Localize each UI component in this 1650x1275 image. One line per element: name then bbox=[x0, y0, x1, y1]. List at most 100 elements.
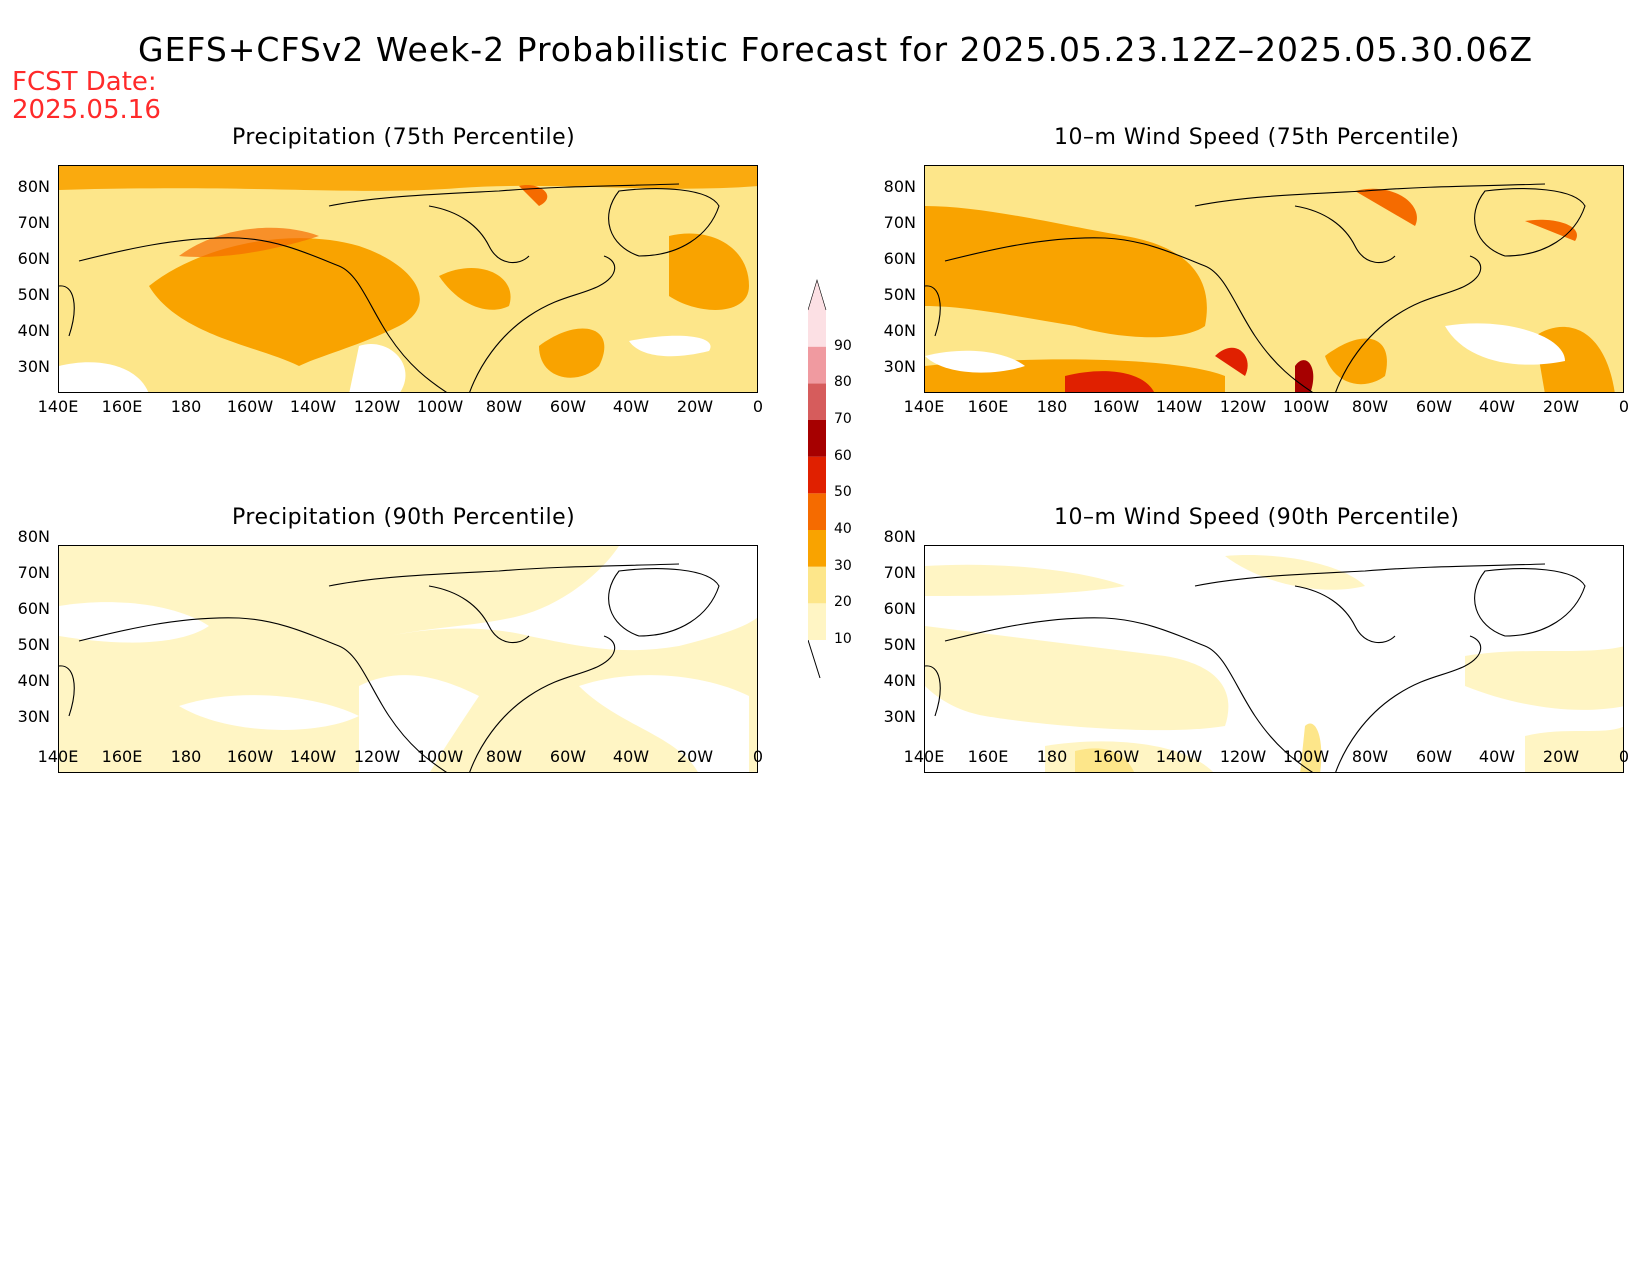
lon-label: 0 bbox=[1618, 397, 1630, 416]
lon-label: 140W bbox=[289, 747, 337, 766]
lon-label: 100W bbox=[1282, 747, 1330, 766]
forecast-date-value: 2025.05.16 bbox=[12, 95, 161, 125]
lon-label: 160E bbox=[967, 397, 1009, 416]
colorbar-tail bbox=[808, 639, 821, 679]
lon-label: 80W bbox=[485, 397, 523, 416]
lon-label: 140E bbox=[37, 397, 79, 416]
lon-label: 140W bbox=[1155, 747, 1203, 766]
colorbar-label: 50 bbox=[834, 484, 852, 501]
lon-label: 140E bbox=[37, 747, 79, 766]
forecast-date-label: FCST Date: bbox=[12, 67, 157, 97]
lon-label: 100W bbox=[416, 747, 464, 766]
lon-label: 20W bbox=[1542, 397, 1580, 416]
lat-label: 80N bbox=[17, 177, 50, 196]
colorbar-swatch bbox=[808, 493, 826, 530]
map-precip-75 bbox=[58, 165, 758, 393]
lon-label: 40W bbox=[612, 397, 650, 416]
lon-label: 160W bbox=[226, 747, 274, 766]
forecast-date: FCST Date: 2025.05.16 bbox=[12, 68, 161, 124]
lon-label: 180 bbox=[170, 747, 202, 766]
lon-label: 160E bbox=[101, 397, 143, 416]
lat-label: 60N bbox=[883, 599, 916, 618]
lon-label: 20W bbox=[676, 397, 714, 416]
panel-title: 10–m Wind Speed (75th Percentile) bbox=[1054, 125, 1460, 150]
panel-wind-90: 10–m Wind Speed (90th Percentile) 80N 70… bbox=[866, 505, 1629, 805]
lon-label: 140E bbox=[903, 747, 945, 766]
lat-label: 40N bbox=[17, 321, 50, 340]
colorbar-label: 10 bbox=[834, 631, 852, 647]
map-wind-90 bbox=[924, 545, 1624, 773]
lon-label: 160E bbox=[101, 747, 143, 766]
lat-label: 70N bbox=[17, 213, 50, 232]
lon-label: 60W bbox=[549, 397, 587, 416]
colorbar-swatch bbox=[808, 566, 826, 604]
colorbar-label: 90 bbox=[834, 337, 852, 354]
lat-label: 50N bbox=[17, 285, 50, 304]
map-wind-75 bbox=[924, 165, 1624, 393]
panel-precip-90: Precipitation (90th Percentile) 80N 70N … bbox=[0, 505, 763, 805]
lon-label: 100W bbox=[1282, 397, 1330, 416]
lon-label: 80W bbox=[1351, 397, 1389, 416]
lon-label: 40W bbox=[1478, 397, 1516, 416]
colorbar-label: 70 bbox=[834, 411, 852, 427]
colorbar-swatch bbox=[808, 603, 826, 640]
lat-label: 60N bbox=[883, 249, 916, 268]
lon-label: 180 bbox=[1036, 397, 1068, 416]
panel-title: Precipitation (90th Percentile) bbox=[232, 505, 576, 530]
lon-label: 80W bbox=[1351, 747, 1389, 766]
colorbar-swatch bbox=[808, 420, 826, 457]
lat-label: 40N bbox=[883, 321, 916, 340]
lon-label: 120W bbox=[1219, 747, 1267, 766]
lat-label: 50N bbox=[883, 635, 916, 654]
lat-label: 70N bbox=[883, 563, 916, 582]
colorbar-label: 30 bbox=[834, 557, 852, 574]
lat-label: 70N bbox=[883, 213, 916, 232]
lon-label: 0 bbox=[752, 397, 764, 416]
lon-label: 160E bbox=[967, 747, 1009, 766]
lat-label: 70N bbox=[17, 563, 50, 582]
lat-label: 40N bbox=[17, 671, 50, 690]
lon-label: 60W bbox=[1415, 747, 1453, 766]
lon-label: 140W bbox=[1155, 397, 1203, 416]
map-canvas bbox=[925, 166, 1623, 392]
lon-label: 80W bbox=[485, 747, 523, 766]
colorbar-label: 40 bbox=[834, 521, 852, 537]
colorbar-swatch bbox=[808, 346, 826, 384]
colorbar: 10 20 30 40 50 60 70 80 90 bbox=[808, 270, 868, 690]
colorbar-label: 60 bbox=[834, 447, 852, 464]
lon-label: 0 bbox=[1618, 747, 1630, 766]
map-canvas bbox=[59, 546, 757, 772]
colorbar-label: 80 bbox=[834, 374, 852, 391]
colorbar-head bbox=[808, 278, 827, 311]
lat-label: 60N bbox=[17, 249, 50, 268]
lon-label: 120W bbox=[353, 397, 401, 416]
lon-label: 180 bbox=[1036, 747, 1068, 766]
lon-label: 40W bbox=[1478, 747, 1516, 766]
map-canvas bbox=[59, 166, 757, 392]
colorbar-swatch bbox=[808, 383, 826, 420]
colorbar-swatches bbox=[808, 278, 827, 679]
lat-label: 30N bbox=[883, 707, 916, 726]
panel-precip-75: Precipitation (75th Percentile) bbox=[0, 125, 763, 425]
lon-label: 20W bbox=[1542, 747, 1580, 766]
lon-label: 140E bbox=[903, 397, 945, 416]
panel-title: Precipitation (75th Percentile) bbox=[232, 125, 576, 150]
lon-label: 0 bbox=[752, 747, 764, 766]
lon-label: 20W bbox=[676, 747, 714, 766]
lon-label: 160W bbox=[1092, 747, 1140, 766]
colorbar-label: 20 bbox=[834, 594, 852, 611]
map-precip-90 bbox=[58, 545, 758, 773]
lat-label: 50N bbox=[17, 635, 50, 654]
lat-label: 30N bbox=[883, 357, 916, 376]
lon-label: 160W bbox=[1092, 397, 1140, 416]
lon-label: 160W bbox=[226, 397, 274, 416]
lon-label: 120W bbox=[353, 747, 401, 766]
panel-wind-75: 10–m Wind Speed (75th Percentile) bbox=[866, 125, 1629, 425]
lon-label: 40W bbox=[612, 747, 650, 766]
lon-label: 60W bbox=[1415, 397, 1453, 416]
lat-label: 40N bbox=[883, 671, 916, 690]
lat-label: 30N bbox=[17, 357, 50, 376]
lon-label: 140W bbox=[289, 397, 337, 416]
colorbar-swatch bbox=[808, 530, 826, 567]
lon-label: 60W bbox=[549, 747, 587, 766]
